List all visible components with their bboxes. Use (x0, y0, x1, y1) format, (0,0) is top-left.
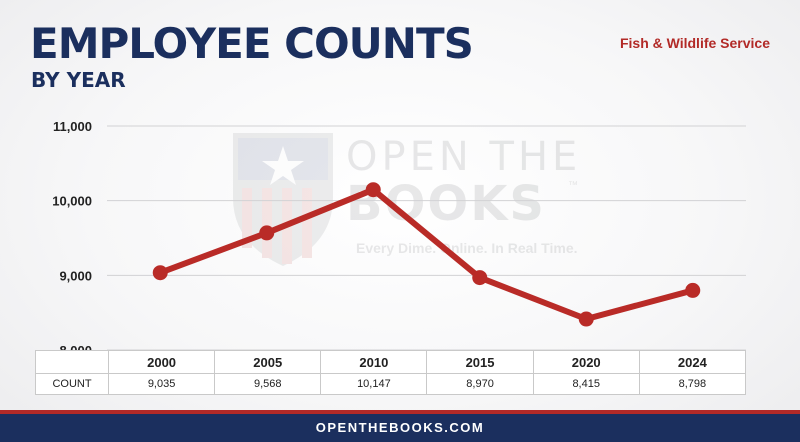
table-cell-value: 9,035 (107, 373, 216, 395)
y-tick-label: 10,000 (52, 194, 92, 209)
data-point (472, 270, 488, 286)
table-cell-value: 8,798 (638, 373, 747, 395)
x-tick-label: 2024 (638, 350, 747, 374)
table-row: COUNT 9,035 9,568 10,147 8,970 8,415 8,798 (35, 373, 747, 395)
table-header-row: 2000 2005 2010 2015 2020 2024 (35, 350, 747, 374)
table-cell-value: 8,970 (426, 373, 534, 395)
x-tick-label: 2015 (426, 350, 534, 374)
data-point (365, 182, 381, 198)
data-point (259, 225, 275, 241)
table-cell-value: 10,147 (320, 373, 428, 395)
data-table: 2000 2005 2010 2015 2020 2024 COUNT 9,035 9,56… (35, 350, 747, 395)
x-tick-label: 2020 (532, 350, 640, 374)
table-row-label: COUNT (35, 373, 109, 395)
table-cell-value: 9,568 (214, 373, 322, 395)
series-employee-count (152, 182, 701, 327)
chart-title: EMPLOYEE COUNTS (30, 19, 474, 68)
x-tick-label: 2005 (214, 350, 322, 374)
data-point (152, 265, 168, 281)
series-line (157, 186, 696, 323)
agency-label: Fish & Wildlife Service (619, 35, 770, 51)
table-cell-value: 8,415 (532, 373, 640, 395)
footer-banner: OPENTHEBOOKS.COM (0, 410, 800, 442)
y-tick-label: 9,000 (59, 268, 92, 283)
x-tick-label: 2010 (320, 350, 428, 374)
chart-subtitle: BY YEAR (31, 68, 126, 92)
gridlines (107, 125, 746, 351)
table-corner-cell (35, 350, 109, 374)
y-tick-label: 11,000 (53, 119, 92, 134)
data-point (685, 282, 701, 298)
x-tick-label: 2000 (107, 350, 216, 374)
data-point (578, 311, 594, 327)
